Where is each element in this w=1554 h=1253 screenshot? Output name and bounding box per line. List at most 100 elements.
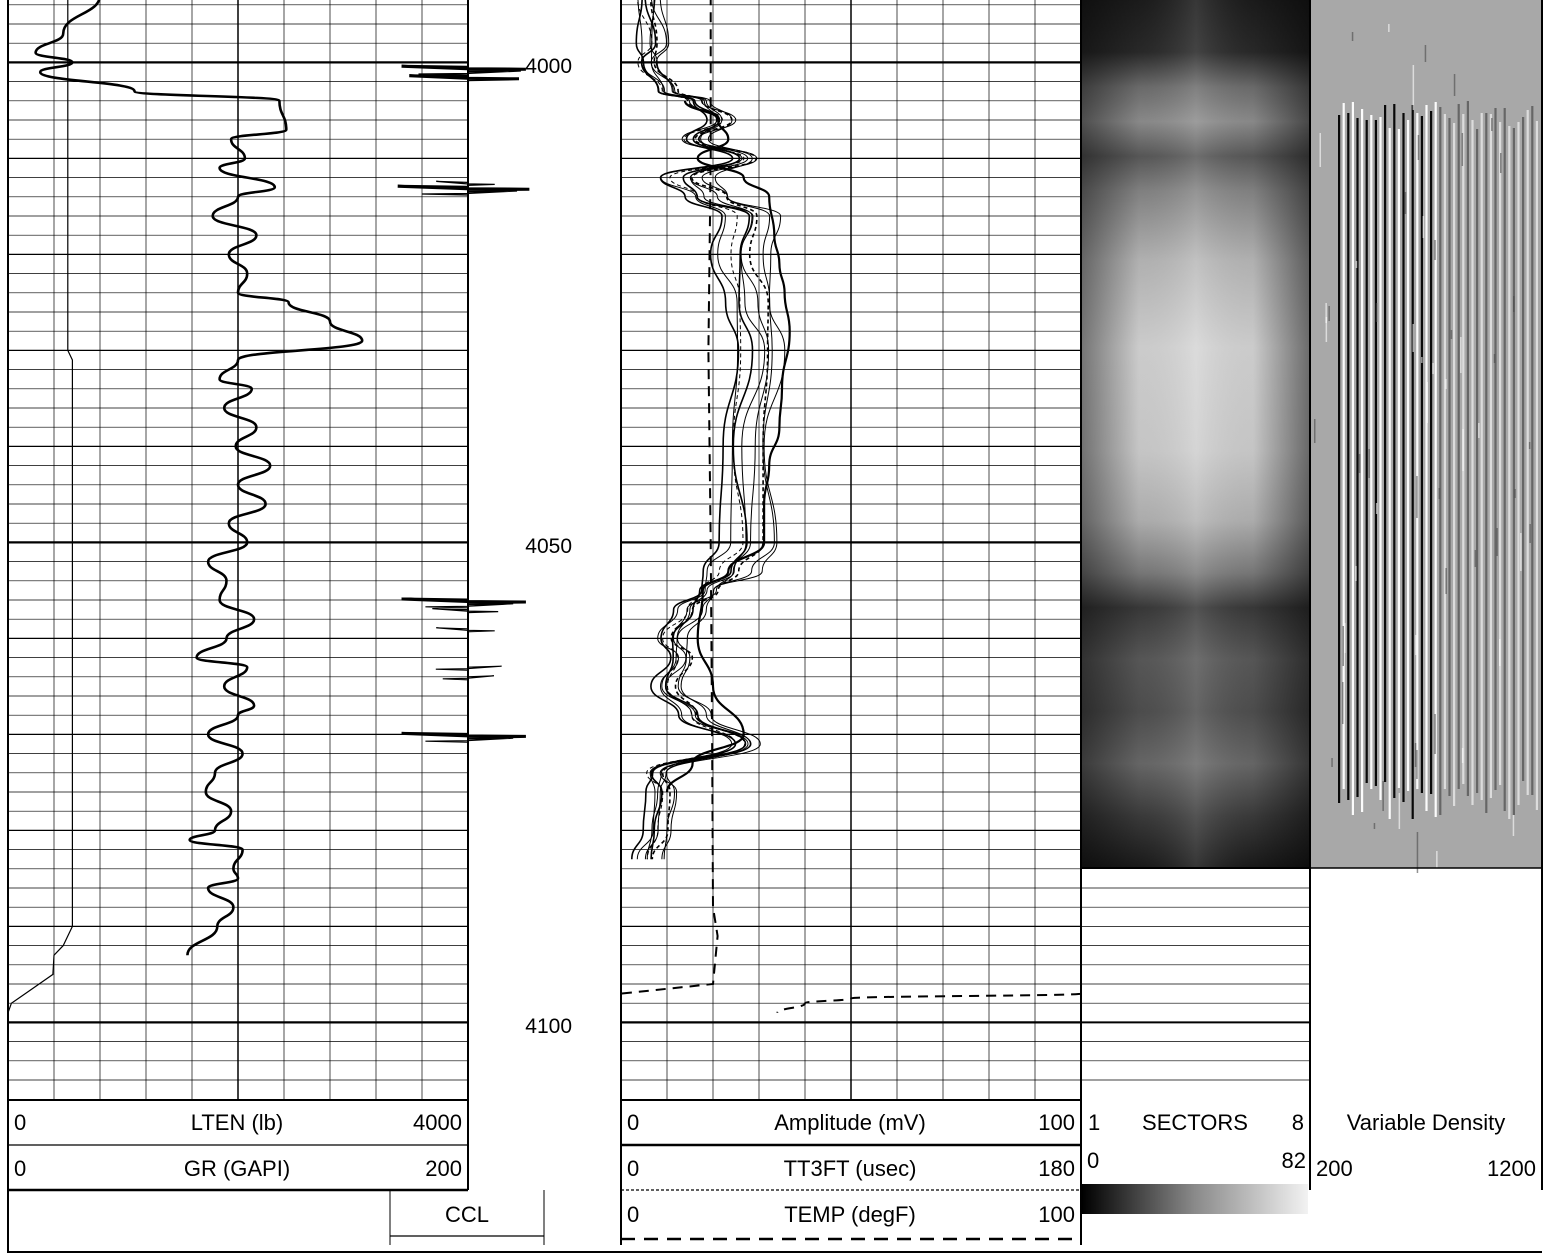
vdl-stripe — [1457, 104, 1460, 789]
lten-max: 4000 — [413, 1110, 462, 1135]
vdl-noise — [1453, 74, 1456, 96]
vdl-stripe — [1512, 128, 1515, 815]
vdl-stripe — [1494, 108, 1497, 790]
vdl-noise — [1314, 419, 1316, 443]
amplitude-curve — [650, 0, 775, 860]
vdl-noise — [1436, 851, 1438, 882]
vdl-noise — [1512, 815, 1515, 836]
depth-label-4050: 4050 — [525, 535, 572, 558]
ccl-spike — [401, 597, 526, 605]
vdl-noise — [1496, 528, 1498, 556]
vdl-noise — [1461, 133, 1464, 166]
vdl-noise — [1478, 423, 1480, 438]
ccl-spike — [397, 184, 530, 192]
ccl-track — [397, 64, 530, 743]
ccl-spike — [436, 180, 495, 186]
vdl-noise — [1325, 317, 1328, 342]
vdl-noise — [1328, 306, 1330, 321]
ccl-spike — [425, 603, 514, 609]
track2-grid — [621, 0, 1081, 1100]
vdl-noise — [1398, 793, 1401, 829]
gr-max: 200 — [425, 1156, 462, 1181]
amplitude-curve — [649, 0, 770, 860]
vdl-noise — [1355, 566, 1357, 581]
vdl-stripe — [1411, 105, 1414, 819]
vdl-stripe — [1453, 123, 1456, 806]
vdl-noise — [1424, 45, 1427, 62]
vdl-noise — [1529, 524, 1531, 543]
vdl-noise — [1513, 296, 1515, 312]
vdl-noise — [1474, 550, 1477, 567]
lten-label: LTEN (lb) — [191, 1110, 284, 1135]
vdl-header: Variable Density 200 1200 — [1316, 1110, 1536, 1181]
vdl-stripe — [1351, 102, 1354, 815]
track1-header: 0 LTEN (lb) 4000 0 GR (GAPI) 200 — [8, 1110, 468, 1192]
ccl-spike — [421, 190, 518, 196]
vdl-noise — [1461, 748, 1464, 763]
vdl-stripe — [1517, 122, 1520, 805]
ccl-label: CCL — [445, 1202, 489, 1227]
amplitude-curve — [631, 0, 740, 860]
sectors-header: 1 SECTORS 8 0 82 — [1082, 1110, 1308, 1214]
amplitude-curve — [655, 0, 786, 860]
temp-curve — [621, 0, 719, 995]
vdl-stripe — [1434, 102, 1437, 817]
vdl-noise — [1375, 303, 1378, 322]
vdl-noise — [1358, 454, 1361, 473]
sectors-min: 1 — [1088, 1110, 1100, 1135]
vdl-noise — [1514, 489, 1516, 498]
vdl-noise — [1414, 743, 1417, 767]
temp-max: 100 — [1038, 1202, 1075, 1227]
vdl-noise — [1445, 379, 1447, 389]
vdl-noise — [1412, 324, 1414, 352]
vdl-noise — [1499, 639, 1501, 666]
tt3ft-min: 0 — [627, 1156, 639, 1181]
vdl-noise — [1319, 133, 1321, 167]
vdl-stripe — [1535, 121, 1538, 810]
sectors-max: 8 — [1292, 1110, 1304, 1135]
amplitude-label: Amplitude (mV) — [774, 1110, 926, 1135]
ccl-spike — [432, 608, 499, 614]
temp-curve-lower — [776, 992, 1081, 1014]
vdl-noise — [1412, 65, 1415, 110]
vdl-stripe — [1485, 113, 1488, 813]
sectors-grid — [1081, 887, 1310, 1081]
vdl-stripe — [1489, 114, 1492, 798]
vdl-noise — [1351, 32, 1354, 41]
vdl-stripe — [1397, 129, 1400, 788]
sectors-scale-max: 82 — [1282, 1148, 1306, 1173]
vdl-stripe — [1374, 120, 1377, 786]
tt3ft-curve — [665, 100, 791, 793]
vdl-max: 1200 — [1487, 1156, 1536, 1181]
vdl-noise — [1450, 330, 1453, 339]
track1-grid — [8, 0, 468, 1100]
vdl-noise — [1375, 503, 1378, 514]
vdl-noise — [1445, 568, 1447, 594]
vdl-stripe — [1466, 101, 1469, 796]
vdl-stripe — [1370, 115, 1373, 789]
track-borders — [7, 0, 1543, 1253]
vdl-stripe — [1443, 114, 1446, 789]
vdl-noise — [1355, 261, 1358, 268]
vdl-noise — [1368, 449, 1370, 478]
ccl-header: CCL — [389, 1190, 545, 1245]
amplitude-curves — [631, 0, 791, 860]
vdl-stripe — [1407, 120, 1410, 791]
vdl-noise — [1493, 354, 1496, 363]
temp-label: TEMP (degF) — [784, 1202, 916, 1227]
tt3ft-label: TT3FT (usec) — [784, 1156, 917, 1181]
vdl-stripe — [1347, 113, 1350, 800]
gr-min: 0 — [14, 1156, 26, 1181]
vdl-stripe — [1342, 103, 1345, 789]
vdl-stripe — [1420, 116, 1423, 793]
vdl-noise — [1373, 823, 1376, 829]
ccl-spike — [409, 74, 520, 82]
vdl-noise — [1426, 382, 1428, 423]
vdl-noise — [1404, 192, 1407, 214]
ccl-spike — [425, 737, 514, 743]
vdl-noise — [1382, 781, 1384, 811]
vdl-noise — [1422, 216, 1425, 238]
lten-curve — [8, 0, 73, 1014]
vdl-stripe — [1526, 110, 1529, 795]
sectors-color-scale — [1082, 1184, 1308, 1214]
